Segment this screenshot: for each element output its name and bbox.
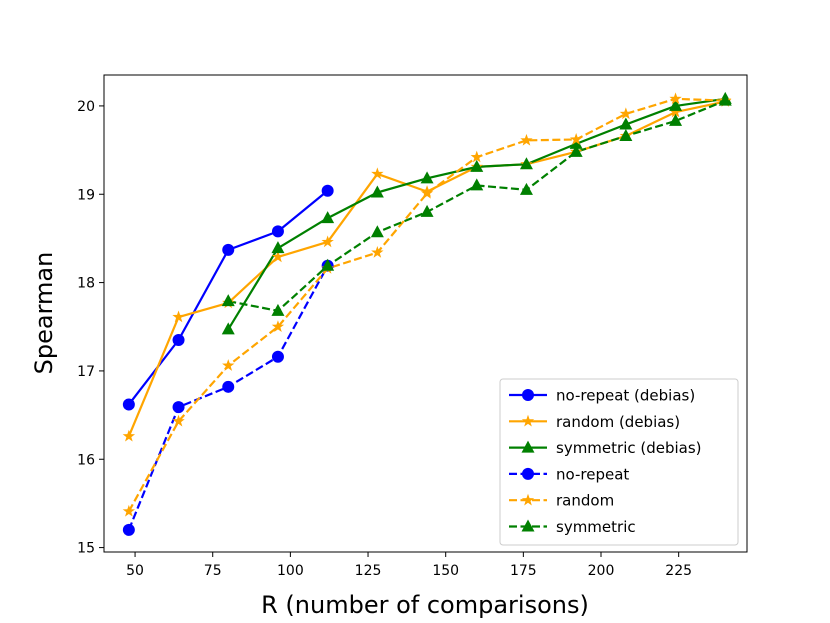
data-point-random [172,414,185,427]
data-point-symmetric-debias [370,185,384,198]
x-tick-label: 225 [665,563,692,579]
data-point-random [122,504,136,517]
data-point-random-debias [172,310,185,323]
legend-label-symmetric-debias: symmetric (debias) [556,439,702,457]
y-tick-label: 16 [77,452,95,468]
data-point-no-repeat [172,401,185,414]
data-point-random [520,133,533,146]
data-point-no-repeat [122,523,135,536]
data-point-symmetric [321,258,335,271]
data-point-random [420,186,434,199]
x-tick-label: 175 [510,563,537,579]
x-tick-label: 125 [355,563,382,579]
legend-frame [499,378,739,546]
data-point-random [470,150,483,163]
plot-markers [122,91,732,536]
data-point-no-repeat-debias [271,225,284,238]
x-tick-label: 200 [588,563,615,579]
data-point-random-debias [122,429,136,442]
x-tick-label: 75 [204,563,222,579]
data-point-random-debias [371,167,384,180]
y-axis-label: Spearman [30,252,58,375]
y-tick-label: 17 [77,364,95,380]
x-tick-label: 100 [277,563,304,579]
data-point-no-repeat [271,350,284,363]
y-axis-ticks: 15 16 17 18 19 20 [77,99,104,557]
data-point-symmetric-debias [669,98,683,111]
data-point-symmetric [519,182,533,195]
data-point-symmetric [271,303,285,316]
data-point-random [222,359,235,371]
data-point-symmetric-debias [420,171,434,184]
y-tick-label: 20 [77,99,95,115]
legend-marker-symmetric-debias [521,440,535,453]
data-point-symmetric [420,204,434,217]
data-point-random [619,107,633,120]
legend-label-random-debias: random (debias) [556,413,680,431]
data-point-symmetric [718,93,732,106]
data-point-symmetric [619,128,633,141]
data-point-symmetric-debias [619,117,633,130]
data-point-random [569,132,583,145]
data-point-random [371,246,384,258]
data-point-random-debias [321,235,334,248]
legend-label-random: random [556,492,614,510]
data-point-random [669,92,682,105]
plot-frame [103,74,748,553]
legend: no-repeat (debias) random (debias) symmetr… [499,378,739,546]
data-point-symmetric [569,144,583,157]
data-point-random-debias [271,250,285,263]
x-tick-label: 50 [126,563,144,579]
x-axis-ticks: 50 75 100 125 150 175 200 225 [126,552,692,579]
data-point-symmetric [470,178,484,191]
x-tick-label: 150 [432,563,459,579]
data-point-no-repeat-debias [122,398,135,411]
legend-marker-no-repeat-debias [522,389,534,401]
y-tick-label: 19 [77,187,95,203]
x-axis-label: R (number of comparisons) [261,591,589,619]
data-point-no-repeat-debias [321,184,334,197]
y-tick-label: 15 [77,541,95,557]
data-point-symmetric-debias [519,157,533,170]
data-point-symmetric-debias [470,159,484,172]
legend-marker-random-debias [521,414,535,427]
data-point-no-repeat [222,380,235,393]
legend-marker-random [521,493,535,506]
y-tick-label: 18 [77,276,95,292]
legend-label-no-repeat: no-repeat [556,465,629,483]
data-point-symmetric-debias [221,322,235,335]
data-point-symmetric [669,113,683,126]
legend-label-no-repeat-debias: no-repeat (debias) [556,387,695,405]
data-point-symmetric-debias [271,241,285,254]
data-point-symmetric [370,225,384,238]
legend-marker-symmetric [521,519,535,532]
data-point-symmetric [221,294,235,307]
data-point-random-debias [669,105,682,118]
data-point-no-repeat-debias [172,334,185,346]
data-point-no-repeat-debias [222,243,235,256]
legend-label-symmetric: symmetric [556,518,636,536]
data-point-symmetric-debias [321,211,335,224]
legend-marker-no-repeat [522,467,534,480]
data-point-symmetric-debias [569,136,583,149]
data-point-random [271,320,285,333]
